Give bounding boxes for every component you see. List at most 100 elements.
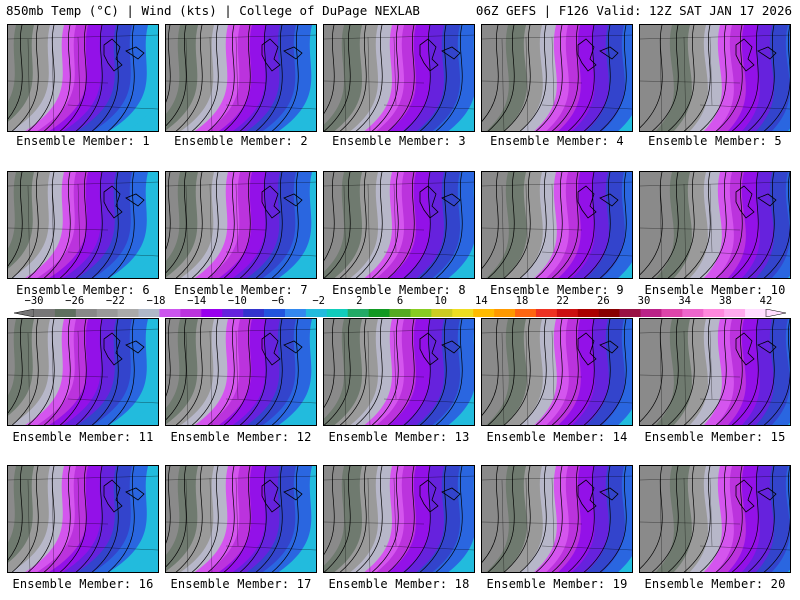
colorbar-segment xyxy=(34,309,56,317)
ensemble-member-label: Ensemble Member: 15 xyxy=(644,430,786,444)
colorbar-segment xyxy=(243,309,265,317)
ensemble-member-map xyxy=(481,465,633,573)
ensemble-member-label: Ensemble Member: 16 xyxy=(12,577,154,591)
ensemble-member-map xyxy=(639,318,791,426)
ensemble-member-label: Ensemble Member: 5 xyxy=(648,134,782,148)
colorbar-segment xyxy=(368,309,390,317)
colorbar-segment xyxy=(494,309,516,317)
colorbar-segment xyxy=(347,309,369,317)
colorbar-segment xyxy=(661,309,683,317)
colorbar-segment xyxy=(389,309,411,317)
colorbar-segment xyxy=(96,309,118,317)
ensemble-member-label: Ensemble Member: 7 xyxy=(174,283,308,297)
colorbar-segment xyxy=(284,309,307,317)
colorbar-segment xyxy=(264,309,286,317)
ensemble-member-map xyxy=(165,465,317,573)
ensemble-member-label: Ensemble Member: 17 xyxy=(170,577,312,591)
colorbar-segment xyxy=(117,309,139,317)
ensemble-member-label: Ensemble Member: 13 xyxy=(328,430,470,444)
ensemble-member-map xyxy=(7,24,159,132)
ensemble-member-label: Ensemble Member: 2 xyxy=(174,134,308,148)
colorbar-segment xyxy=(682,309,704,317)
colorbar-segment xyxy=(640,309,662,317)
colorbar-segment xyxy=(326,309,349,317)
colorbar xyxy=(14,309,786,317)
colorbar-segment xyxy=(75,309,98,317)
colorbar-tick-label: 42 xyxy=(759,295,773,307)
ensemble-member-map xyxy=(639,171,791,279)
ensemble-member-label: Ensemble Member: 4 xyxy=(490,134,624,148)
colorbar-tick-label: −18 xyxy=(146,295,166,307)
ensemble-member-label: Ensemble Member: 10 xyxy=(644,283,786,297)
header-left-title: 850mb Temp (°C) | Wind (kts) | College o… xyxy=(6,3,420,18)
colorbar-segment xyxy=(180,309,202,317)
colorbar-tick-label: −26 xyxy=(65,295,85,307)
ensemble-member-label: Ensemble Member: 14 xyxy=(486,430,628,444)
colorbar-segment xyxy=(619,309,641,317)
header: 850mb Temp (°C) | Wind (kts) | College o… xyxy=(0,0,800,22)
colorbar-tick-label: 10 xyxy=(434,295,447,307)
colorbar-tick-label: 18 xyxy=(515,295,529,307)
ensemble-member-map xyxy=(481,24,633,132)
colorbar-segment xyxy=(577,309,599,317)
ensemble-member-map xyxy=(323,318,475,426)
colorbar-segment xyxy=(598,309,620,317)
colorbar-segment xyxy=(222,309,244,317)
colorbar-segment xyxy=(54,309,77,317)
colorbar-tick-label: 30 xyxy=(637,295,651,307)
colorbar-segment xyxy=(703,309,725,317)
colorbar-segment xyxy=(556,309,579,317)
colorbar-tick-label: −6 xyxy=(271,295,285,307)
ensemble-member-map xyxy=(481,171,633,279)
colorbar-segment xyxy=(515,309,537,317)
colorbar-segment xyxy=(452,309,474,317)
colorbar-segment xyxy=(201,309,223,317)
colorbar-left-arrow xyxy=(14,309,35,317)
ensemble-member-map xyxy=(481,318,633,426)
ensemble-member-map xyxy=(7,171,159,279)
colorbar-tick-label: −30 xyxy=(24,295,44,307)
ensemble-member-map xyxy=(323,171,475,279)
ensemble-member-map xyxy=(165,24,317,132)
colorbar-tick-label: 34 xyxy=(678,295,691,307)
colorbar-labels: −30 −26 −22 −18 −14 −10 −6 −2 2 6 10 14 18 22 26 30 34 38… xyxy=(0,296,800,308)
colorbar-segment xyxy=(724,309,746,317)
colorbar-tick-label: 22 xyxy=(556,295,569,307)
colorbar-segment xyxy=(410,309,432,317)
header-right-title: 06Z GEFS | F126 Valid: 12Z SAT JAN 17 20… xyxy=(475,3,792,18)
colorbar-segment xyxy=(473,309,495,317)
ensemble-member-label: Ensemble Member: 18 xyxy=(328,577,470,591)
ensemble-member-label: Ensemble Member: 19 xyxy=(486,577,628,591)
colorbar-segment xyxy=(138,309,160,317)
colorbar-tick-label: 2 xyxy=(356,295,363,307)
colorbar-tick-label: 26 xyxy=(597,295,610,307)
colorbar-tick-label: 38 xyxy=(719,295,732,307)
colorbar-tick-label: −2 xyxy=(312,295,325,307)
ensemble-member-map xyxy=(323,24,475,132)
ensemble-member-label: Ensemble Member: 9 xyxy=(490,283,624,297)
ensemble-member-map xyxy=(639,24,791,132)
ensemble-member-map xyxy=(165,318,317,426)
colorbar-tick-label: −10 xyxy=(227,295,247,307)
ensemble-member-map xyxy=(165,171,317,279)
ensemble-member-map xyxy=(639,465,791,573)
ensemble-member-label: Ensemble Member: 1 xyxy=(16,134,150,148)
ensemble-member-map xyxy=(7,318,159,426)
ensemble-member-label: Ensemble Member: 6 xyxy=(16,283,150,297)
colorbar-tick-label: −22 xyxy=(105,295,125,307)
colorbar-tick-label: 6 xyxy=(396,295,404,307)
ensemble-member-map xyxy=(7,465,159,573)
colorbar-segment xyxy=(305,309,328,317)
colorbar-segment xyxy=(159,309,181,317)
colorbar-segment xyxy=(535,309,558,317)
ensemble-member-label: Ensemble Member: 11 xyxy=(12,430,154,444)
colorbar-tick-label: −14 xyxy=(187,295,207,307)
ensemble-member-label: Ensemble Member: 8 xyxy=(332,283,466,297)
ensemble-member-label: Ensemble Member: 20 xyxy=(644,577,786,591)
ensemble-member-map xyxy=(323,465,475,573)
ensemble-member-label: Ensemble Member: 3 xyxy=(332,134,466,148)
colorbar-tick-label: 14 xyxy=(475,295,488,307)
colorbar-right-arrow xyxy=(765,309,786,317)
colorbar-segment xyxy=(431,309,453,317)
ensemble-member-label: Ensemble Member: 12 xyxy=(170,430,312,444)
